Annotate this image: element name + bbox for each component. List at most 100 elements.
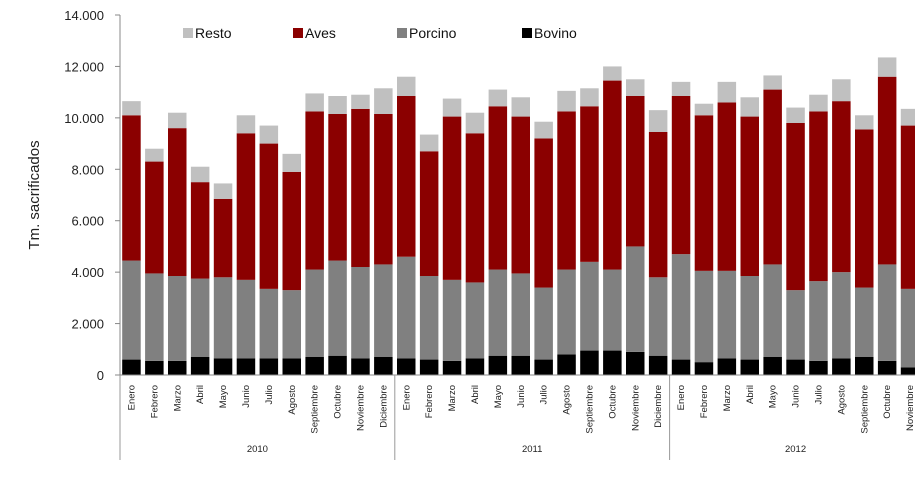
bar-segment-bovino	[786, 359, 805, 375]
bar-segment-resto	[511, 97, 530, 117]
x-tick-label: Marzo	[172, 385, 183, 411]
x-tick-label: Agosto	[562, 385, 573, 415]
x-tick-label: Noviembre	[905, 385, 915, 431]
bar-segment-porcino	[442, 279, 462, 361]
bar-segment-aves	[740, 116, 759, 276]
bar-segment-porcino	[763, 264, 782, 357]
bar-segment-aves	[580, 106, 599, 262]
legend: Resto Aves Porcino Bovino	[183, 25, 577, 41]
bar-segment-porcino	[809, 281, 828, 361]
bar-segment-resto	[190, 166, 210, 183]
bar-segment-aves	[465, 133, 485, 283]
bar-segment-porcino	[465, 282, 485, 359]
bar-segment-porcino	[213, 277, 233, 359]
bar-segment-porcino	[694, 270, 714, 363]
x-tick-label: Enero	[126, 385, 137, 410]
bar-segment-bovino	[557, 354, 576, 375]
bar-segment-resto	[671, 81, 691, 96]
bar-segment-resto	[717, 81, 737, 103]
bar-segment-aves	[328, 114, 347, 261]
bar-segment-porcino	[786, 290, 805, 360]
x-tick-label: Septiembre	[859, 385, 870, 434]
bar-segment-resto	[832, 79, 851, 102]
bar-segment-porcino	[328, 260, 347, 356]
x-tick-label: Noviembre	[630, 385, 641, 431]
legend-label-aves: Aves	[305, 25, 336, 41]
bar-segment-porcino	[122, 260, 141, 360]
bar-segment-bovino	[145, 360, 164, 375]
bar-segment-bovino	[580, 350, 599, 375]
y-tick-label: 14.000	[64, 8, 104, 23]
bar-segment-bovino	[877, 360, 897, 375]
x-tick-label: Abril	[195, 385, 206, 404]
legend-label-bovino: Bovino	[534, 25, 577, 41]
x-tick-label: Julio	[539, 385, 550, 405]
bar-segment-bovino	[213, 358, 233, 375]
bar-segment-aves	[419, 151, 439, 276]
bar-segment-aves	[282, 171, 301, 291]
x-tick-label: Abril	[470, 385, 481, 404]
bar-segment-porcino	[717, 270, 737, 359]
legend-label-resto: Resto	[195, 25, 232, 41]
y-tick-label: 6.000	[71, 214, 104, 229]
bar-segment-resto	[282, 153, 301, 172]
bar-segment-bovino	[603, 350, 622, 375]
x-tick-label: Mayo	[218, 385, 229, 408]
bar-segment-aves	[351, 108, 370, 267]
bar-segment-resto	[786, 107, 805, 123]
bar-segment-aves	[832, 101, 851, 273]
bar-segment-resto	[488, 89, 508, 107]
bar-segment-bovino	[763, 357, 782, 375]
x-tick-label: Diciembre	[653, 385, 664, 428]
bar-segment-porcino	[259, 288, 279, 359]
bar-segment-porcino	[305, 269, 324, 357]
bar-segment-porcino	[648, 277, 668, 356]
bar-segment-bovino	[236, 358, 256, 375]
bar-segment-porcino	[374, 264, 393, 357]
bar-segment-bovino	[419, 359, 439, 375]
x-tick-label: Octubre	[333, 385, 344, 419]
x-tick-label: Octubre	[607, 385, 618, 419]
bar-segment-resto	[168, 112, 187, 129]
x-axis: Enero Febrero Marzo Abril Mayo Junio Julio Agos…	[119, 374, 915, 460]
bar-segment-bovino	[122, 359, 141, 375]
legend-swatch-porcino	[397, 28, 407, 38]
bar-segment-resto	[534, 121, 553, 139]
bar-segment-bovino	[351, 358, 370, 375]
bar-segment-resto	[259, 125, 279, 144]
bar-segment-resto	[763, 75, 782, 90]
x-tick-label: Julio	[813, 385, 824, 405]
x-tick-label: Febrero	[149, 385, 160, 418]
bar-segment-resto	[809, 94, 828, 112]
bar-segment-bovino	[694, 362, 714, 375]
bar-segment-aves	[626, 96, 645, 247]
bar-segment-porcino	[168, 276, 187, 361]
bar-segment-bovino	[900, 367, 915, 375]
bar-segment-resto	[877, 57, 897, 77]
bar-segment-aves	[900, 125, 915, 289]
bar-segment-porcino	[419, 276, 439, 360]
bar-segment-bovino	[374, 357, 393, 375]
x-tick-label: Agosto	[287, 385, 298, 415]
bar-segment-aves	[190, 182, 210, 279]
x-tick-label: Junio	[516, 385, 527, 408]
bar-segment-resto	[374, 88, 393, 114]
bar-segment-aves	[694, 115, 714, 271]
x-tick-label: Febrero	[699, 385, 710, 418]
bar-segment-porcino	[626, 246, 645, 352]
x-tick-label: Febrero	[424, 385, 435, 418]
bar-segment-bovino	[328, 355, 347, 375]
year-label: 2012	[785, 444, 806, 455]
bar-segment-resto	[900, 108, 915, 126]
bar-segment-aves	[122, 115, 141, 261]
bar-segment-resto	[580, 88, 599, 107]
bar-segment-porcino	[488, 269, 508, 356]
bar-segment-bovino	[282, 358, 301, 375]
bar-segment-resto	[557, 90, 576, 112]
bar-segment-aves	[488, 106, 508, 270]
bar-segment-bovino	[740, 359, 759, 375]
bar-segment-aves	[374, 114, 393, 265]
bar-segment-aves	[603, 80, 622, 270]
bar-segment-bovino	[671, 359, 691, 375]
